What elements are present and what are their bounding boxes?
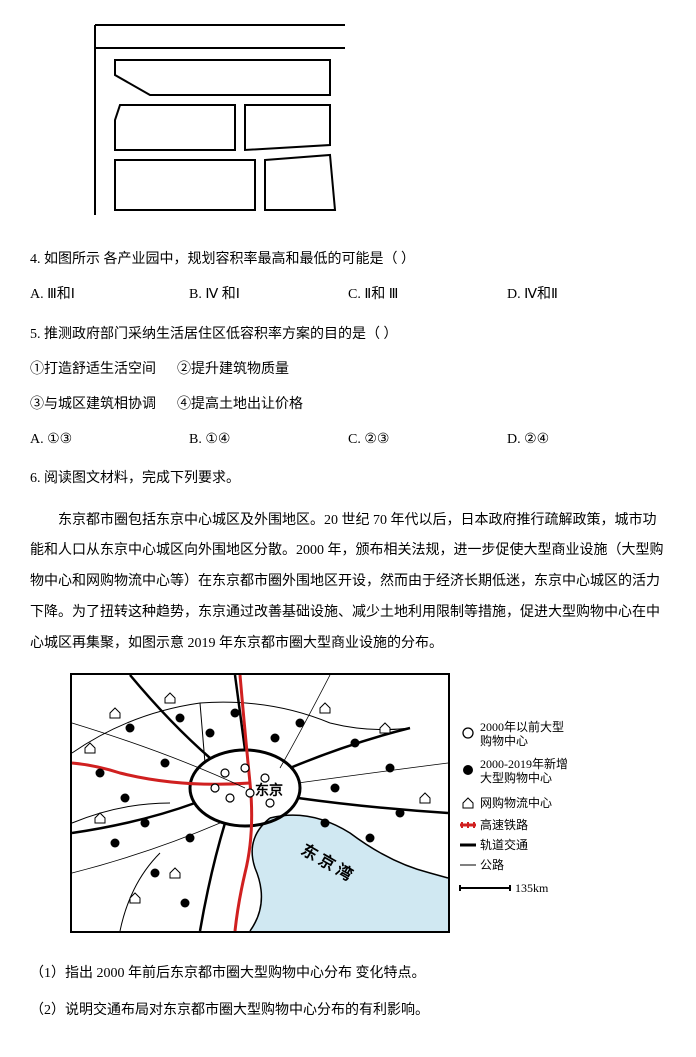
legend-hsr: 高速铁路 <box>480 817 528 832</box>
q5-option-d: D. ②④ <box>507 427 666 452</box>
legend-road: 公路 <box>480 857 504 872</box>
legend-new-l2: 大型购物中心 <box>480 770 552 785</box>
city-area-label: 城区 <box>220 28 246 43</box>
tokyo-map: 东京 东 京 湾 2000年以前大型 购物中心 2000-2019年新增 大型购… <box>70 673 666 942</box>
q4-stem: 4. 如图所示 各产业园中，规划容积率最高和最低的可能是（ ） <box>30 247 666 272</box>
park1-label-line1: Ⅰ纺织服装 <box>140 111 192 126</box>
legend-scale: 135km <box>515 881 549 895</box>
q6-sub2: （2）说明交通布局对东京都市圈大型购物中心分布的有利影响。 <box>30 998 666 1023</box>
park4-label-line1: Ⅳ机器人 <box>270 168 318 183</box>
legend-rail: 轨道交通 <box>480 837 528 852</box>
park3-label-line2: 产业园 <box>158 186 197 201</box>
q6-passage: 东京都市圈包括东京中心城区及外围地区。20 世纪 70 年代以后，日本政府推行疏… <box>30 506 666 660</box>
q5-item3: ③与城区建筑相协调 <box>30 397 156 412</box>
legend-logistics: 网购物流中心 <box>480 795 552 810</box>
park1-label-line2: 产业园 <box>155 128 191 143</box>
q5-option-c: C. ②③ <box>348 427 507 452</box>
question-5: 5. 推测政府部门采纳生活居住区低容积率方案的目的是（ ） ①打造舒适生活空间 … <box>30 322 666 453</box>
q4-option-b: B. Ⅳ 和Ⅰ <box>189 282 348 307</box>
q6-stem: 6. 阅读图文材料，完成下列要求。 <box>30 466 666 491</box>
question-4: 4. 如图所示 各产业园中，规划容积率最高和最低的可能是（ ） A. Ⅲ和Ⅰ B… <box>30 247 666 307</box>
park2-label-line2: 产业园 <box>265 126 301 141</box>
tokyo-label: 东京 <box>255 782 283 799</box>
q4-option-d: D. Ⅳ和Ⅱ <box>507 282 666 307</box>
question-6: 6. 阅读图文材料，完成下列要求。 东京都市圈包括东京中心城区及外围地区。20 … <box>30 466 666 1023</box>
q5-item1: ①打造舒适生活空间 <box>30 362 156 377</box>
legend-pre2000-l2: 购物中心 <box>480 733 528 748</box>
q5-option-a: A. ①③ <box>30 427 189 452</box>
q5-item4: ④提高土地出让价格 <box>177 397 303 412</box>
living-area-label: 生活 居住区 <box>165 67 273 86</box>
q5-option-b: B. ①④ <box>189 427 348 452</box>
park2-label-line1: Ⅱ 软件 <box>265 110 298 125</box>
q5-stem: 5. 推测政府部门采纳生活居住区低容积率方案的目的是（ ） <box>30 322 666 347</box>
legend-new-l1: 2000-2019年新增 <box>480 756 568 771</box>
industrial-park-diagram: 城区 生活 居住区 Ⅰ纺织服装 产业园 Ⅱ 软件 产业园 Ⅲ 机械装备 产业园 … <box>90 20 666 229</box>
q4-option-c: C. Ⅱ和 Ⅲ <box>348 282 507 307</box>
q4-option-a: A. Ⅲ和Ⅰ <box>30 282 189 307</box>
q6-sub1: （1）指出 2000 年前后东京都市圈大型购物中心分布 变化特点。 <box>30 961 666 986</box>
park4-label-line2: 产业园 <box>275 186 311 201</box>
park3-label-line1: Ⅲ 机械装备 <box>135 168 200 183</box>
legend-pre2000-l1: 2000年以前大型 <box>480 719 564 734</box>
q5-item2: ②提升建筑物质量 <box>177 362 289 377</box>
